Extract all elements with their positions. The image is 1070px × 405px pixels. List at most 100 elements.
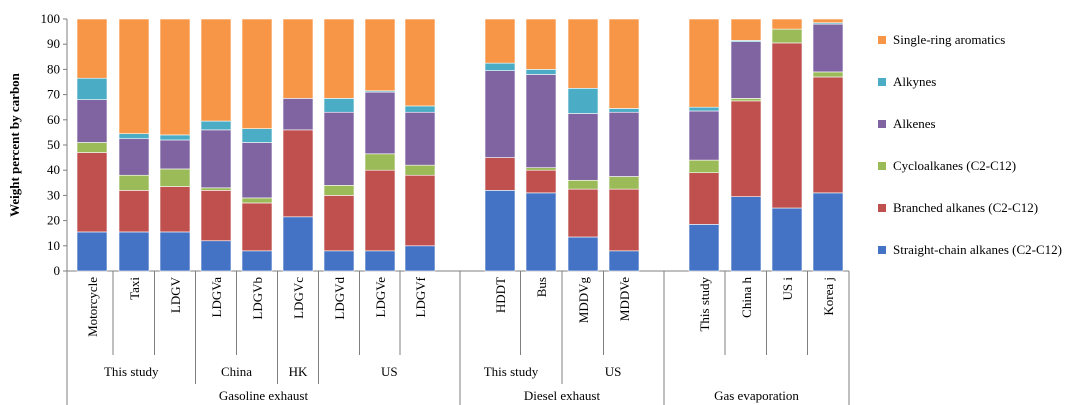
bar-segment-branched-alkanes-c2-c12 [730,100,762,197]
bar-segment-single-ring-aromatics [404,18,436,107]
bar-segment-straight-chain-alkanes-c2-c12 [200,240,232,272]
y-axis-label: Weight percent by carbon [7,72,22,217]
x-section-label: Gasoline exhaust [219,388,309,403]
bar-segment-single-ring-aromatics [364,18,396,92]
bar-segment-cycloalkanes-c2-c12 [241,197,273,204]
x-tick-label: China h [739,277,754,318]
x-group-label: This study [484,364,539,379]
bar-segment-straight-chain-alkanes-c2-c12 [771,207,803,272]
y-tick-label: 100 [41,11,61,26]
bar-segment-branched-alkanes-c2-c12 [76,152,108,233]
bar-segment-cycloalkanes-c2-c12 [364,153,396,171]
bar-segment-single-ring-aromatics [76,18,108,79]
bar-segment-single-ring-aromatics [241,18,273,129]
bar-segment-single-ring-aromatics [118,18,150,134]
x-tick-label: LDGVa [209,277,224,318]
bar-segment-straight-chain-alkanes-c2-c12 [567,236,599,272]
bar-segment-branched-alkanes-c2-c12 [567,188,599,238]
bar-segment-alkenes [812,23,844,73]
y-tick-label: 10 [47,238,60,253]
x-tick-label: MDDVe [617,277,632,321]
bar-segment-alkenes [282,98,314,131]
bar-segment-alkenes [118,138,150,176]
bar-segment-straight-chain-alkanes-c2-c12 [76,231,108,272]
bars [76,18,844,272]
bar-segment-single-ring-aromatics [159,18,191,136]
bar-segment-single-ring-aromatics [608,18,640,109]
bar-segment-branched-alkanes-c2-c12 [159,186,191,233]
bar-segment-branched-alkanes-c2-c12 [484,157,516,191]
legend-swatch-branched-alkanes-c2-c12 [878,204,886,212]
bar-segment-alkenes [364,91,396,155]
legend-label: Alkynes [893,74,936,89]
bar-segment-cycloalkanes-c2-c12 [404,164,436,176]
y-tick-label: 90 [47,36,60,51]
bar-segment-straight-chain-alkanes-c2-c12 [484,190,516,272]
y-tick-label: 40 [47,162,60,177]
bar-segment-alkenes [688,110,720,161]
bar-segment-alkenes [567,113,599,181]
x-tick-label: LDGVe [373,277,388,318]
bar-segment-alkynes [200,120,232,131]
bar-segment-alkenes [525,74,557,168]
y-tick-label: 70 [47,87,60,102]
bar-segment-straight-chain-alkanes-c2-c12 [608,250,640,272]
bar-segment-alkynes [159,134,191,141]
bar-segment-single-ring-aromatics [812,18,844,24]
y-tick-label: 0 [54,263,61,278]
x-tick-label: Korea j [821,277,836,316]
bar-segment-straight-chain-alkanes-c2-c12 [282,216,314,272]
x-tick-label: LDGVd [332,277,347,320]
bar-segment-branched-alkanes-c2-c12 [282,129,314,218]
x-tick-label: LDGV [168,276,183,313]
bar-segment-branched-alkanes-c2-c12 [688,172,720,225]
legend-swatch-cycloalkanes-c2-c12 [878,162,886,170]
bar-segment-branched-alkanes-c2-c12 [241,202,273,252]
bar-segment-straight-chain-alkanes-c2-c12 [118,231,150,272]
x-section-label: Gas evaporation [714,388,799,403]
bar-segment-alkynes [323,98,355,113]
bar-segment-alkenes [404,111,436,166]
x-tick-label: LDGVc [291,277,306,319]
bar-segment-straight-chain-alkanes-c2-c12 [730,196,762,272]
bar-segment-alkenes [241,142,273,199]
bar-segment-alkenes [159,139,191,170]
legend-label: Straight-chain alkanes (C2-C12) [893,242,1062,257]
bar-segment-branched-alkanes-c2-c12 [525,169,557,194]
bar-segment-alkynes [404,105,436,113]
bar-segment-single-ring-aromatics [730,18,762,41]
bar-segment-single-ring-aromatics [688,18,720,108]
bar-segment-alkenes [730,41,762,99]
bar-segment-branched-alkanes-c2-c12 [608,188,640,252]
x-tick-label: Motorcycle [85,277,100,337]
bar-segment-branched-alkanes-c2-c12 [404,174,436,247]
bar-segment-alkynes [608,108,640,113]
bar-segment-alkynes [118,133,150,140]
bar-segment-alkenes [323,111,355,186]
y-tick-label: 50 [47,137,60,152]
bar-segment-cycloalkanes-c2-c12 [730,98,762,102]
x-category-labels: Motorcycle Taxi LDGV LDGVa LDGVb LDGVc LDGVd LD… [85,276,836,337]
x-group-label: This study [104,364,159,379]
bar-segment-alkenes [484,70,516,158]
legend-swatch-straight-chain-alkanes-c2-c12 [878,246,886,254]
bar-segment-alkenes [76,99,108,143]
bar-segment-cycloalkanes-c2-c12 [567,179,599,190]
bar-segment-branched-alkanes-c2-c12 [323,195,355,252]
legend-label: Cycloalkanes (C2-C12) [893,158,1016,173]
bar-segment-straight-chain-alkanes-c2-c12 [159,231,191,272]
bar-segment-branched-alkanes-c2-c12 [200,190,232,242]
bar-segment-cycloalkanes-c2-c12 [323,185,355,196]
legend-swatch-alkynes [878,78,886,86]
y-tick-label: 80 [47,61,60,76]
x-tick-label: US i [780,277,795,301]
x-group-label: HK [289,364,308,379]
bar-segment-single-ring-aromatics [567,18,599,89]
x-tick-label: This study [697,277,712,332]
x-group-label: China [221,364,252,379]
bar-segment-single-ring-aromatics [525,18,557,70]
bar-segment-alkynes [484,62,516,71]
bar-segment-cycloalkanes-c2-c12 [118,174,150,191]
bar-segment-branched-alkanes-c2-c12 [771,42,803,209]
